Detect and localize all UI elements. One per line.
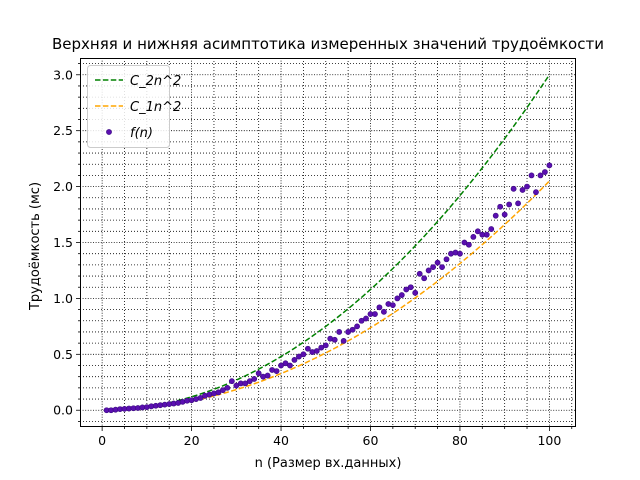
scatter-point (389, 302, 396, 309)
scatter-point (457, 250, 463, 257)
scatter-point (394, 295, 401, 302)
major-grid (80, 58, 576, 427)
scatter-point (533, 189, 539, 196)
scatter-point (501, 211, 508, 218)
scatter-point (421, 275, 428, 282)
scatter-point (278, 362, 284, 369)
scatter-point (287, 362, 293, 369)
scatter-point (439, 264, 445, 270)
y-tick-label: 0.0 (53, 403, 73, 418)
scatter-point (233, 382, 240, 389)
y-axis-label: Трудоёмкость (мс) (28, 182, 43, 311)
y-tick-label: 2.0 (53, 179, 73, 194)
scatter-point (443, 256, 450, 263)
scatter-point (403, 286, 410, 293)
scatter-point (336, 329, 343, 335)
scatter-point (519, 187, 526, 193)
scatter-point (515, 200, 521, 207)
scatter-point (381, 308, 387, 315)
scatter-point (434, 259, 441, 266)
axis-ticks: 0 20 40 60 80 100 0.0 0.5 1.0 1.5 2.0 2.5 3.0 (53, 63, 573, 448)
y-tick-label: 0.5 (53, 347, 73, 362)
y-tick-label: 1.0 (53, 291, 73, 306)
scatter-point (474, 228, 481, 235)
scatter-point (358, 317, 365, 324)
scatter-point (215, 389, 222, 396)
scatter-point (416, 270, 423, 277)
scatter-point (255, 370, 262, 377)
scatter-point (470, 234, 477, 240)
scatter-point (425, 267, 432, 274)
legend-entry: f(n) (130, 126, 153, 141)
x-tick-label: 0 (98, 433, 106, 448)
scatter-point (461, 239, 468, 246)
scatter-point (331, 336, 338, 343)
scatter-point (291, 357, 298, 363)
scatter-point (376, 304, 383, 311)
x-axis-label: n (Размер вх.данных) (255, 456, 402, 471)
scatter-point (300, 351, 307, 358)
legend-entry: C_1n^2 (130, 100, 181, 115)
scatter-point (497, 203, 504, 210)
scatter-point (282, 360, 289, 367)
scatter-point (313, 348, 320, 354)
scatter-point (398, 292, 405, 298)
scatter-point (528, 172, 535, 179)
scatter-point (219, 387, 226, 393)
scatter-point (510, 185, 517, 192)
x-tick-label: 20 (184, 433, 200, 448)
series-layer (103, 74, 553, 414)
scatter-point (488, 226, 495, 232)
legend-box (87, 65, 170, 148)
legend-swatch-marker (106, 129, 112, 135)
legend: C_2n^2 C_1n^2 f(n) (87, 65, 181, 148)
scatter-point (296, 353, 302, 360)
scatter-point (349, 326, 356, 333)
scatter-point (322, 342, 329, 349)
scatter-point (412, 289, 419, 296)
scatter-point (430, 264, 437, 270)
series-line-0 (106, 74, 551, 411)
x-tick-label: 80 (452, 433, 468, 448)
scatter-point (537, 172, 544, 179)
scatter-point (363, 315, 369, 322)
x-tick-label: 100 (537, 433, 561, 448)
chart-title: Верхняя и нижняя асимптотика измеренных … (52, 35, 604, 53)
scatter-point (273, 368, 280, 374)
legend-entry: C_2n^2 (130, 74, 181, 89)
scatter-point (318, 344, 325, 351)
scatter-point (345, 329, 352, 335)
scatter-point (228, 378, 235, 385)
y-tick-label: 1.5 (53, 235, 73, 250)
scatter-point (465, 241, 472, 248)
scatter-point (542, 169, 548, 175)
scatter-point (242, 380, 249, 387)
x-tick-label: 40 (273, 433, 289, 448)
plot-frame (80, 58, 576, 427)
scatter-point (224, 384, 231, 391)
scatter-point (483, 231, 490, 238)
y-tick-label: 3.0 (53, 67, 73, 82)
scatter-point (492, 212, 499, 219)
scatter-point (354, 323, 360, 330)
scatter-point (407, 284, 414, 291)
scatter-point (372, 311, 378, 317)
x-tick-label: 60 (363, 433, 379, 448)
scatter-point (524, 183, 530, 190)
y-tick-label: 2.5 (53, 123, 73, 138)
scatter-point (264, 372, 271, 379)
scatter-point (197, 395, 204, 401)
scatter-point (506, 201, 513, 208)
scatter-point (340, 337, 347, 344)
scatter-point (251, 376, 258, 382)
scatter-point (246, 378, 253, 385)
scatter-point (304, 345, 311, 352)
scatter-point (546, 162, 553, 169)
